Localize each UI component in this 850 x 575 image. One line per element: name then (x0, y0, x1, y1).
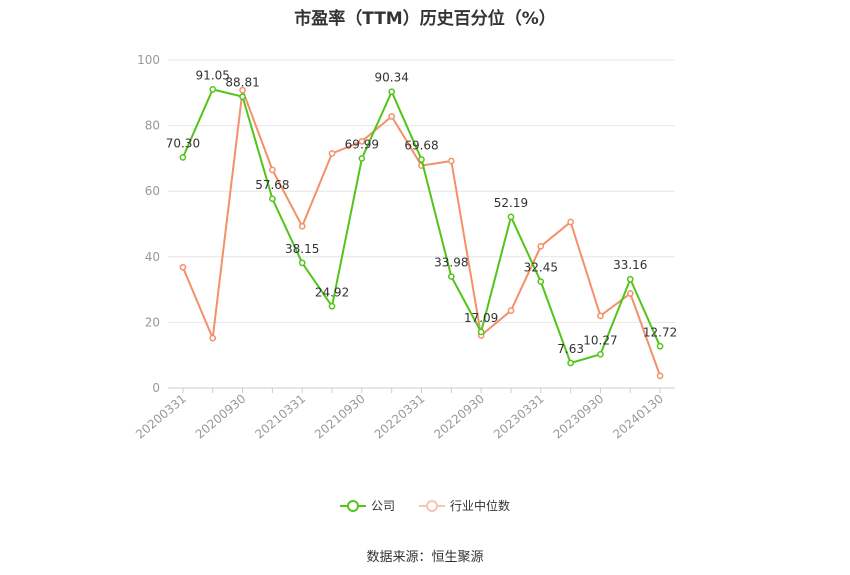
data-point-company (477, 328, 485, 336)
x-tick-label: 20210930 (312, 392, 368, 442)
x-tick-label: 20230331 (491, 392, 547, 442)
legend-label-industry-median: 行业中位数 (450, 499, 511, 513)
data-point-company (507, 213, 515, 221)
data-label-company: 91.05 (196, 68, 230, 82)
data-point-industry-median (179, 263, 187, 271)
data-label-company: 7.63 (557, 342, 584, 356)
x-tick-label: 20210331 (252, 392, 308, 442)
data-label-company: 10.27 (583, 333, 617, 347)
x-tick-label: 20230930 (551, 392, 607, 442)
data-point-industry-median (537, 242, 545, 250)
data-point-company (388, 88, 396, 96)
x-tick-label: 20200930 (193, 392, 249, 442)
x-tick-label: 20220331 (372, 392, 428, 442)
data-point-company (447, 273, 455, 280)
data-label-company: 33.98 (434, 256, 468, 270)
y-tick-label: 80 (145, 119, 160, 133)
data-point-company (209, 86, 217, 93)
data-label-company: 90.34 (374, 71, 408, 85)
data-point-company (358, 155, 366, 162)
data-point-company (537, 278, 545, 285)
data-point-industry-median (328, 150, 336, 157)
data-point-company (269, 195, 276, 203)
y-tick-label: 20 (145, 315, 160, 329)
legend-item-industry-median[interactable]: 行业中位数 (419, 497, 510, 514)
data-label-company: 32.45 (524, 261, 558, 275)
data-point-industry-median (358, 137, 366, 145)
data-point-industry-median (209, 334, 217, 342)
y-tick-label: 0 (152, 381, 160, 395)
data-label-company: 88.81 (225, 76, 259, 90)
data-point-company (418, 156, 425, 163)
legend-marker-industry-median (419, 499, 445, 513)
chart-title: 市盈率（TTM）历史百分位（%） (294, 9, 556, 29)
data-point-industry-median (567, 218, 574, 226)
y-tick-label: 40 (145, 250, 160, 264)
data-point-industry-median (507, 307, 515, 314)
legend-label-company: 公司 (370, 499, 395, 513)
data-label-company: 69.99 (345, 137, 379, 151)
data-point-industry-median (656, 372, 664, 380)
data-label-company: 52.19 (494, 196, 528, 210)
data-point-company (298, 259, 306, 267)
data-point-company (626, 275, 634, 283)
data-point-company (597, 350, 604, 358)
data-point-industry-median (269, 166, 276, 174)
data-point-company (179, 154, 187, 161)
data-point-company (656, 342, 664, 350)
data-point-industry-median (597, 312, 604, 320)
data-point-industry-median (626, 290, 634, 297)
y-tick-label: 60 (145, 184, 160, 198)
data-point-industry-median (388, 113, 396, 120)
data-label-company: 33.16 (613, 258, 647, 272)
data-source: 数据来源：恒生聚源 (366, 550, 484, 565)
x-tick-label: 20200331 (133, 392, 189, 442)
y-tick-label: 100 (137, 53, 160, 67)
data-label-company: 17.09 (464, 311, 498, 325)
data-label-company: 69.68 (404, 138, 438, 152)
data-point-company (328, 302, 336, 310)
data-label-company: 70.30 (166, 136, 200, 150)
legend-item-company[interactable]: 公司 (339, 497, 395, 514)
data-point-industry-median (447, 157, 455, 165)
data-label-company: 57.68 (255, 178, 289, 192)
legend: 公司 行业中位数 (0, 497, 850, 514)
data-point-company (239, 93, 246, 101)
data-label-company: 12.72 (643, 325, 677, 339)
x-tick-label: 20220930 (431, 392, 487, 442)
data-point-company (567, 359, 574, 367)
data-label-company: 38.15 (285, 242, 319, 256)
legend-marker-company (339, 499, 366, 513)
data-label-company: 24.92 (315, 285, 349, 299)
x-tick-label: 20240130 (610, 392, 666, 442)
data-point-industry-median (298, 222, 306, 230)
data-point-industry-median (239, 86, 246, 94)
